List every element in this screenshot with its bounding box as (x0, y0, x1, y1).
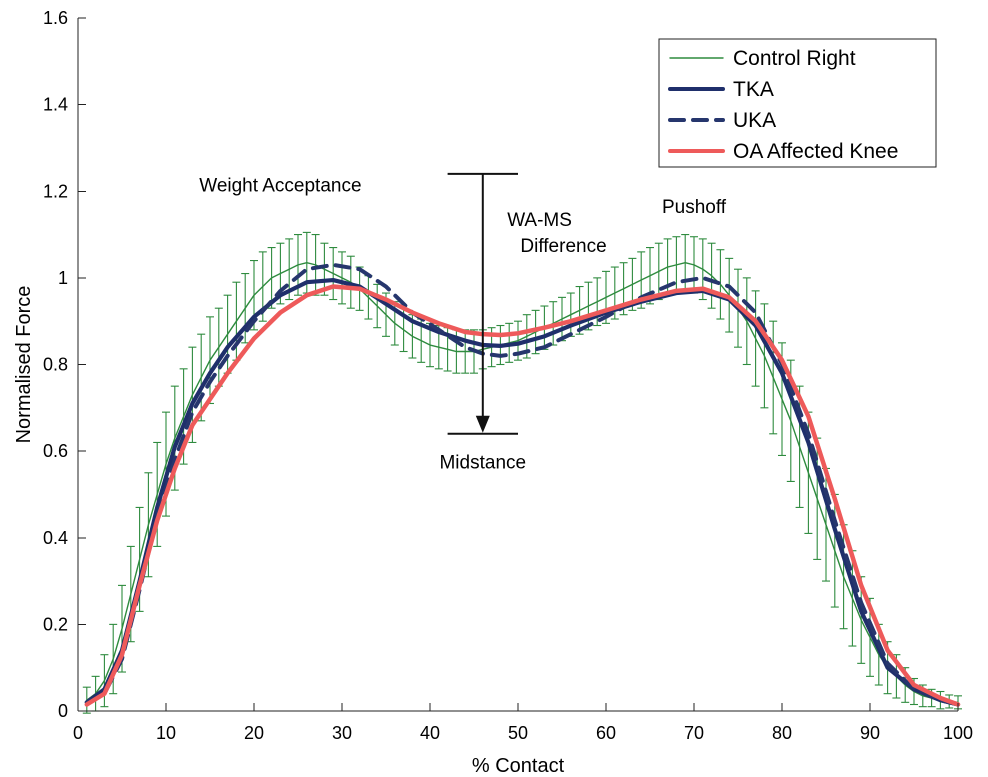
x-tick-label: 100 (943, 723, 973, 743)
y-tick-label: 0.8 (43, 355, 68, 375)
legend-label-tka: TKA (733, 78, 774, 101)
x-tick-label: 50 (508, 723, 528, 743)
y-tick-label: 1.6 (43, 8, 68, 28)
x-tick-label: 70 (684, 723, 704, 743)
x-tick-label: 10 (156, 723, 176, 743)
y-tick-label: 0.4 (43, 528, 68, 548)
legend-label-control-right: Control Right (733, 47, 856, 70)
legend-group: Control Right TKA UKA OA Affected Knee (658, 38, 937, 168)
y-tick-label: 1.2 (43, 181, 68, 201)
legend-box (658, 38, 937, 168)
annotation-weight-acceptance: Weight Acceptance (199, 175, 361, 196)
annotation-midstance: Midstance (439, 452, 526, 473)
annotation-difference: Difference (520, 236, 606, 257)
x-tick-label: 20 (244, 723, 264, 743)
x-tick-label: 0 (73, 723, 83, 743)
y-tick-label: 0.6 (43, 441, 68, 461)
x-axis-label: % Contact (472, 755, 565, 777)
annotations-group: Weight Acceptance WA-MS Difference Pushoff M… (199, 172, 727, 473)
annotation-pushoff: Pushoff (662, 197, 727, 218)
y-tick-label: 0.2 (43, 614, 68, 634)
series-lines-group (84, 262, 961, 707)
y-tick-label: 1 (58, 268, 68, 288)
x-tick-label: 30 (332, 723, 352, 743)
x-tick-label: 90 (860, 723, 880, 743)
x-tick-label: 40 (420, 723, 440, 743)
axes-group: 0 10 20 30 40 50 60 70 80 90 100 0 0.2 0.4 0.6 0.8 1 1.2 1… (13, 8, 973, 777)
x-tick-label: 80 (772, 723, 792, 743)
difference-arrow-head (475, 415, 490, 433)
legend-label-oa-affected-knee: OA Affected Knee (733, 140, 898, 163)
y-tick-label: 1.4 (43, 95, 68, 115)
y-tick-label: 0 (58, 701, 68, 721)
annotation-wa-ms: WA-MS (507, 210, 572, 231)
control-right-series-line (86, 262, 959, 704)
y-axis-label: Normalised Force (13, 286, 35, 444)
legend-label-uka: UKA (733, 109, 776, 132)
x-tick-label: 60 (596, 723, 616, 743)
